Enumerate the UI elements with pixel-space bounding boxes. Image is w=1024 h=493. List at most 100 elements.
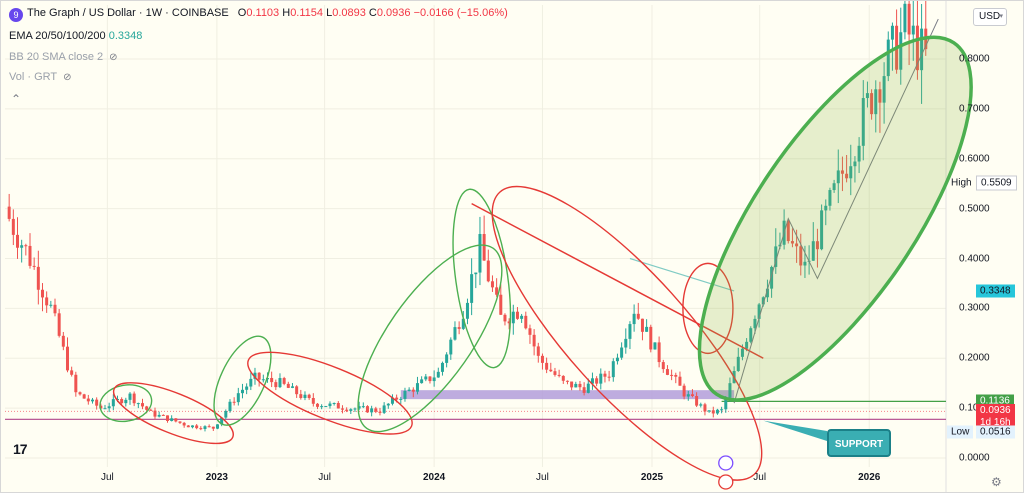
candle-body — [190, 425, 194, 428]
candle-body — [690, 394, 694, 396]
candle-body — [340, 408, 344, 410]
candle-body — [132, 393, 136, 404]
candle-body — [536, 346, 540, 356]
candle-body — [15, 234, 19, 248]
candle-body — [615, 357, 619, 362]
red-ellipse-annotation — [491, 185, 763, 481]
candle-body — [157, 414, 161, 417]
candle-body — [40, 289, 44, 298]
candle-body — [332, 402, 336, 404]
candle-body — [286, 383, 290, 388]
candle-body — [461, 318, 465, 329]
candle-body — [470, 274, 474, 303]
candle-body — [799, 246, 803, 266]
candle-body — [311, 397, 315, 404]
price-tick-label: 0.6000 — [959, 153, 990, 165]
candle-body — [515, 311, 519, 319]
candle-body — [20, 245, 24, 248]
bb-legend[interactable]: BB 20 SMA close 2 ⊘ — [9, 51, 118, 63]
candle-body — [220, 417, 224, 425]
candle-body — [828, 190, 832, 206]
candle-body — [78, 392, 82, 395]
candle-body — [820, 210, 824, 250]
candle-body — [857, 145, 861, 162]
candle-body — [215, 424, 219, 429]
volume-legend[interactable]: Vol · GRT ⊘ — [9, 71, 72, 83]
candle-body — [161, 414, 165, 416]
candle-body — [24, 245, 28, 247]
green-ellipse-annotation — [213, 335, 272, 426]
candle-body — [436, 371, 440, 378]
settings-gear-icon[interactable]: ⚙ — [991, 475, 1002, 489]
lightning-event-icon — [718, 455, 734, 471]
candle-body — [503, 314, 507, 322]
candle-body — [95, 399, 99, 406]
candle-body — [553, 371, 557, 375]
candle-body — [711, 410, 715, 414]
candle-body — [107, 406, 111, 409]
candle-body — [657, 342, 661, 363]
candle-body — [565, 380, 569, 382]
price-tick-label: 0.3000 — [959, 302, 990, 314]
candle-body — [490, 281, 494, 288]
eye-hidden-icon[interactable]: ⊘ — [63, 72, 72, 83]
candle-body — [899, 32, 903, 70]
candle-body — [261, 379, 265, 381]
candle-body — [415, 383, 419, 392]
candle-body — [653, 342, 657, 350]
eye-hidden-icon[interactable]: ⊘ — [109, 52, 118, 63]
price-tick-label: 0.2000 — [959, 352, 990, 364]
candle-body — [199, 428, 203, 430]
candle-body — [474, 272, 478, 275]
candle-body — [324, 406, 328, 408]
tradingview-logo[interactable]: 17 — [13, 441, 28, 457]
candle-body — [582, 387, 586, 393]
green-ellipse-annotation — [99, 384, 153, 423]
candle-body — [707, 410, 711, 412]
candle-body — [365, 406, 369, 413]
candle-body — [636, 313, 640, 319]
candle-body — [640, 318, 644, 332]
time-tick-label: Jul — [318, 472, 332, 483]
candle-body — [36, 266, 40, 290]
candle-body — [370, 408, 374, 413]
candle-body — [545, 362, 549, 370]
candle-body — [786, 220, 790, 242]
candle-body — [499, 294, 503, 315]
ema-value: 0.3348 — [108, 30, 143, 42]
candle-body — [915, 25, 919, 71]
price-tick-label: 0.7000 — [959, 103, 990, 115]
candle-body — [686, 394, 690, 397]
ema-legend[interactable]: EMA 20/50/100/200 0.3348 — [9, 30, 143, 42]
candle-body — [124, 399, 128, 404]
candle-body — [399, 398, 403, 400]
price-tick-label: 0.0000 — [959, 452, 990, 464]
candle-body — [232, 401, 236, 403]
downtrend-line — [471, 202, 764, 359]
candle-body — [753, 318, 757, 329]
graph-logo-icon: 9 — [9, 8, 23, 22]
symbol-title[interactable]: The Graph / US Dollar · 1W · COINBASE — [27, 7, 229, 19]
candle-body — [174, 418, 178, 422]
candle-body — [840, 170, 844, 174]
candle-body — [507, 321, 511, 324]
candle-body — [111, 399, 115, 407]
candle-body — [295, 386, 299, 395]
currency-select[interactable]: USD ▾ — [973, 8, 1007, 26]
time-tick-label: 2026 — [858, 472, 881, 483]
candle-body — [532, 334, 536, 347]
candle-body — [528, 328, 532, 335]
candle-body — [128, 393, 132, 400]
candle-body — [315, 403, 319, 407]
candle-body — [207, 426, 211, 428]
collapse-legend-icon[interactable]: ⌃ — [11, 92, 22, 106]
candle-body — [228, 401, 232, 412]
candle-body — [336, 402, 340, 409]
candle-body — [120, 399, 124, 404]
candle-body — [678, 376, 682, 386]
candle-body — [811, 241, 815, 261]
candle-body — [257, 372, 261, 380]
candle-body — [495, 287, 499, 295]
